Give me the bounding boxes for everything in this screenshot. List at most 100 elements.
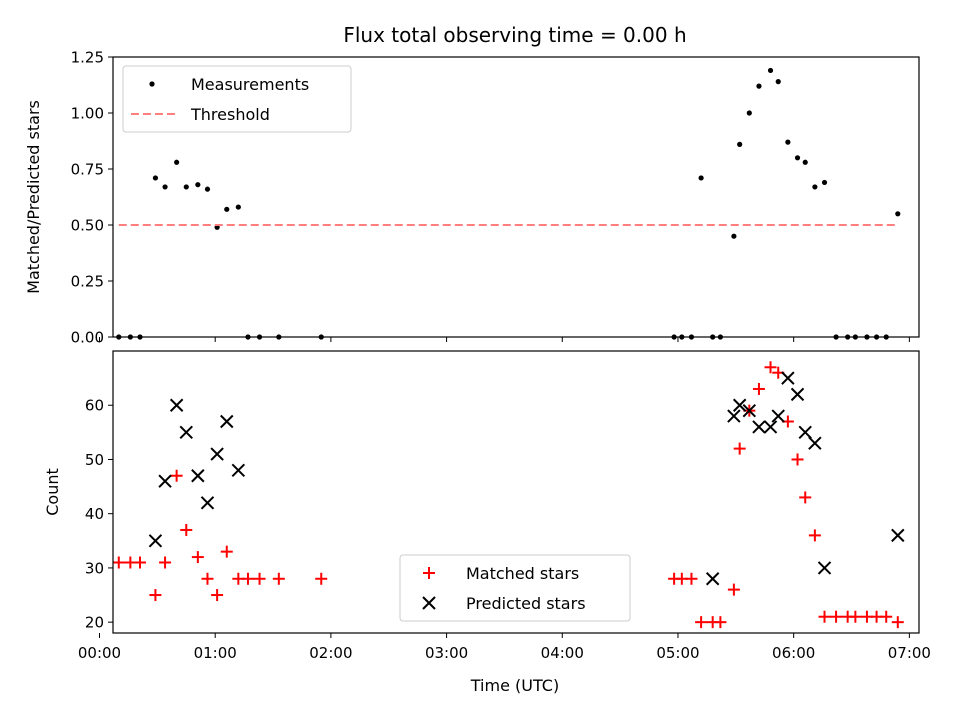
matched-stars-point bbox=[253, 572, 266, 585]
y-tick-label: 20 bbox=[85, 614, 104, 632]
predicted-stars-point bbox=[210, 447, 224, 461]
predicted-stars-point bbox=[191, 469, 205, 483]
matched-stars-point bbox=[849, 610, 862, 623]
measurement-point bbox=[195, 182, 201, 188]
matched-stars-point bbox=[170, 469, 183, 482]
measurement-point bbox=[746, 110, 752, 116]
legend-measurements-marker bbox=[149, 81, 155, 87]
measurement-point bbox=[895, 211, 901, 217]
matched-stars-point bbox=[220, 545, 233, 558]
measurement-point bbox=[235, 204, 241, 210]
predicted-stars-point bbox=[148, 534, 163, 548]
predicted-stars-point bbox=[742, 403, 757, 418]
y-tick-label: 40 bbox=[85, 505, 104, 523]
predicted-stars-point bbox=[790, 387, 805, 402]
x-tick-label: 05:00 bbox=[656, 644, 699, 662]
measurement-point bbox=[698, 175, 704, 181]
measurement-point bbox=[731, 233, 737, 239]
measurement-point bbox=[775, 79, 781, 85]
matched-stars-point bbox=[191, 551, 204, 564]
ratio-ylabel: Matched/Predicted stars bbox=[24, 100, 43, 294]
predicted-stars-point bbox=[763, 420, 778, 434]
count-panel: 00:00 01:00 02:00 03:00 04:00 05:00 06:00 07:00… bbox=[43, 350, 931, 695]
y-tick-label: 60 bbox=[85, 397, 104, 415]
matched-stars-point bbox=[159, 556, 172, 569]
matched-stars-point bbox=[149, 589, 162, 602]
y-tick-label: 0.75 bbox=[71, 161, 104, 179]
legend-predicted-marker bbox=[422, 596, 436, 610]
measurement-point bbox=[812, 184, 818, 190]
matched-stars-point bbox=[714, 616, 727, 629]
predicted-stars-point bbox=[732, 398, 747, 412]
matched-stars-point bbox=[112, 556, 125, 569]
x-tick-label: 02:00 bbox=[309, 644, 352, 662]
chart-title: Flux total observing time = 0.00 h bbox=[343, 23, 686, 47]
measurement-point bbox=[737, 141, 743, 147]
matched-stars-point bbox=[180, 523, 193, 536]
measurement-point bbox=[821, 179, 828, 186]
measurement-point bbox=[785, 139, 791, 145]
x-tick-label: 01:00 bbox=[194, 644, 237, 662]
legend-predicted-label: Predicted stars bbox=[466, 594, 586, 613]
x-tick-label: 04:00 bbox=[541, 644, 584, 662]
ratio-axes-frame bbox=[112, 56, 920, 338]
matched-stars-point bbox=[685, 572, 698, 585]
matched-stars-point bbox=[201, 572, 214, 585]
x-tick-label: 00:00 bbox=[78, 644, 121, 662]
measurement-point bbox=[183, 184, 189, 190]
predicted-stars-point bbox=[705, 572, 720, 586]
measurement-point bbox=[794, 155, 801, 161]
predicted-stars-point bbox=[891, 528, 905, 543]
y-tick-label: 50 bbox=[85, 451, 104, 469]
measurement-point bbox=[162, 184, 168, 190]
matched-stars-point bbox=[211, 589, 224, 602]
matched-stars-point bbox=[752, 382, 765, 395]
y-tick-label: 30 bbox=[85, 559, 104, 577]
predicted-stars-point bbox=[220, 414, 234, 429]
predicted-stars-point bbox=[771, 409, 785, 423]
measurement-point bbox=[767, 67, 774, 74]
predicted-stars-point bbox=[817, 561, 832, 575]
matched-stars-point bbox=[764, 361, 777, 374]
matched-stars-point bbox=[727, 583, 740, 596]
matched-stars-point bbox=[891, 616, 904, 629]
predicted-stars-point bbox=[798, 425, 812, 440]
x-tick-label: 03:00 bbox=[425, 644, 468, 662]
ratio-legend: Measurements Threshold bbox=[122, 65, 352, 133]
matched-stars-point bbox=[808, 529, 821, 542]
predicted-stars-point bbox=[200, 496, 215, 510]
count-axis-ticks: 00:00 01:00 02:00 03:00 04:00 05:00 06:00 07:00… bbox=[78, 397, 931, 662]
matched-stars-point bbox=[830, 610, 843, 623]
matched-stars-point bbox=[818, 610, 831, 623]
predicted-stars-point bbox=[727, 409, 741, 423]
matched-stars-point bbox=[791, 453, 804, 466]
predicted-stars-point bbox=[158, 474, 172, 488]
ratio-axis-ticks: 0.00 0.25 0.50 0.75 1.00 1.25 bbox=[71, 49, 910, 347]
matched-stars-point bbox=[241, 572, 254, 585]
predicted-stars-point bbox=[231, 463, 246, 478]
matched-stars-point bbox=[695, 616, 708, 629]
y-tick-label: 0.00 bbox=[71, 329, 104, 347]
count-ylabel: Count bbox=[43, 468, 62, 516]
matched-stars-point bbox=[133, 556, 146, 569]
predicted-stars-point bbox=[752, 420, 766, 434]
y-tick-label: 1.00 bbox=[71, 105, 104, 123]
predicted-stars-point bbox=[169, 398, 184, 412]
count-legend-box bbox=[399, 554, 631, 622]
y-tick-label: 0.25 bbox=[71, 273, 104, 291]
count-axes-frame bbox=[112, 350, 920, 634]
matched-stars-point bbox=[272, 572, 285, 585]
x-tick-label: 07:00 bbox=[888, 644, 931, 662]
predicted-stars-point bbox=[781, 371, 795, 385]
measurement-point bbox=[174, 159, 180, 165]
y-tick-label: 1.25 bbox=[71, 49, 104, 67]
y-tick-label: 0.50 bbox=[71, 217, 104, 235]
legend-measurements-label: Measurements bbox=[191, 75, 309, 94]
predicted-stars-point bbox=[808, 436, 822, 450]
measurement-point bbox=[802, 159, 808, 165]
count-marks bbox=[112, 361, 905, 629]
ratio-panel: 0.00 0.25 0.50 0.75 1.00 1.25 Matched/Predict… bbox=[24, 49, 920, 347]
matched-stars-point bbox=[315, 572, 328, 585]
legend-matched-label: Matched stars bbox=[466, 564, 579, 583]
